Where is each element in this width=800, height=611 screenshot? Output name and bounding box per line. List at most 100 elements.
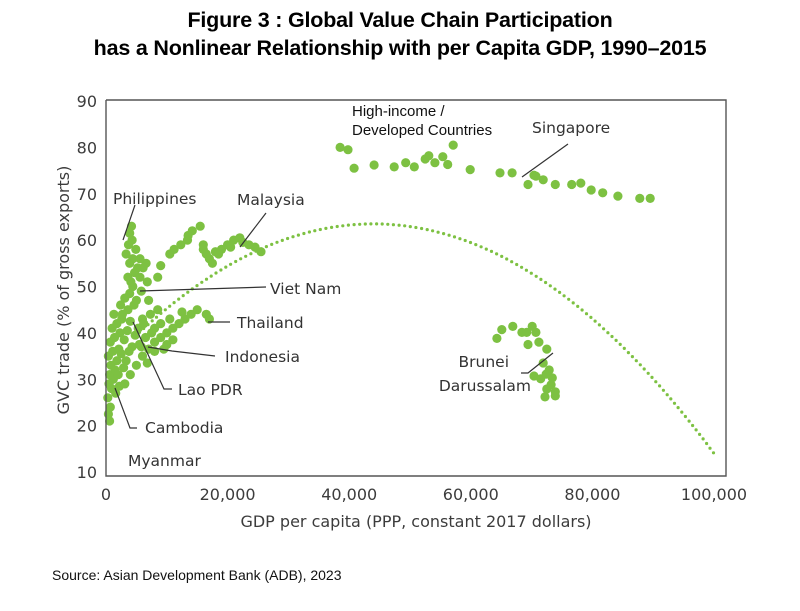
y-tick-label: 30 — [77, 370, 97, 389]
leader-brunei — [521, 352, 554, 374]
trend-dot — [224, 265, 228, 269]
data-point — [127, 235, 137, 245]
data-point — [531, 171, 541, 181]
leader-philippines — [122, 204, 136, 241]
trend-dot — [313, 229, 317, 233]
trend-dot — [500, 254, 504, 258]
data-point — [145, 309, 155, 319]
trend-dot — [452, 235, 457, 239]
data-point — [119, 363, 129, 373]
x-tick-label: 0 — [101, 485, 111, 504]
figure-title-line1: Figure 3 : Global Value Chain Participat… — [187, 8, 613, 32]
trend-dot — [505, 257, 509, 261]
label-brunei: Brunei — [459, 353, 510, 371]
trend-dot — [200, 280, 204, 284]
trend-dot — [642, 367, 646, 371]
trend-dot — [484, 247, 488, 251]
leader-lao — [132, 321, 172, 390]
trend-dot — [442, 232, 446, 236]
data-point — [534, 337, 544, 347]
trend-dot — [397, 223, 401, 227]
trend-dot — [318, 227, 322, 232]
y-axis-label: GVC trade (% of gross exports) — [54, 166, 73, 415]
data-point — [125, 228, 135, 238]
label-malaysia: Malaysia — [237, 191, 305, 209]
trend-dot — [244, 254, 248, 258]
data-point — [153, 272, 163, 282]
trend-dot — [391, 223, 395, 227]
trend-dot — [711, 451, 716, 455]
trend-dot — [534, 274, 538, 278]
label-indonesia: Indonesia — [225, 348, 300, 366]
data-point — [586, 185, 596, 195]
y-tick-label: 80 — [77, 138, 97, 157]
trend-dot — [606, 331, 610, 335]
data-point — [183, 230, 193, 241]
trend-dot — [146, 323, 150, 327]
data-point — [430, 158, 440, 168]
data-point — [635, 193, 645, 203]
data-point — [645, 193, 655, 203]
trend-dot — [214, 271, 218, 275]
trend-dot — [658, 384, 662, 388]
trend-dot — [602, 327, 606, 331]
data-point — [144, 295, 154, 305]
trend-dot — [580, 308, 584, 312]
trend-dot — [142, 326, 146, 331]
trend-dot — [150, 319, 154, 323]
data-point — [119, 335, 129, 345]
trend-dot — [584, 312, 589, 316]
data-point — [523, 179, 533, 190]
data-point — [156, 261, 166, 271]
trend-dot — [654, 380, 658, 384]
trend-dot — [669, 397, 673, 401]
leader-singapore — [521, 143, 569, 178]
data-point — [424, 151, 434, 161]
data-point — [409, 162, 419, 172]
trend-dot — [479, 245, 483, 249]
data-point — [139, 319, 149, 329]
data-point — [116, 349, 126, 359]
label-high-income-2: Developed Countries — [352, 122, 492, 139]
trend-dot — [324, 226, 328, 230]
data-point — [112, 356, 122, 366]
trend-curve — [137, 222, 716, 455]
trend-dot — [544, 280, 548, 285]
x-tick-label: 40,000 — [321, 485, 377, 504]
data-point — [142, 277, 152, 287]
data-point — [120, 379, 130, 389]
data-point — [531, 327, 541, 337]
data-point — [497, 325, 507, 335]
trend-dot — [705, 441, 709, 446]
data-point — [105, 402, 115, 412]
data-point — [349, 163, 359, 173]
trend-dot — [275, 240, 279, 244]
data-point — [343, 145, 353, 155]
data-point — [125, 370, 135, 380]
data-point — [613, 191, 623, 201]
trend-dot — [163, 308, 167, 312]
leader-vietnam — [139, 286, 267, 292]
trend-dot — [558, 290, 562, 294]
data-point — [401, 158, 411, 168]
figure-title-line2: has a Nonlinear Relationship with per Ca… — [93, 36, 707, 60]
trend-dot — [694, 428, 698, 432]
data-point — [131, 360, 141, 370]
y-tick-label: 60 — [77, 231, 97, 250]
trend-dot — [264, 245, 268, 249]
data-point — [122, 326, 132, 336]
trend-dot — [408, 225, 412, 229]
data-point — [127, 342, 137, 352]
x-axis-ticks: 0 20,000 40,000 60,000 80,000 100,000 — [101, 485, 747, 504]
label-myanmar: Myanmar — [128, 452, 201, 470]
trend-dot — [687, 419, 691, 423]
data-point — [547, 373, 557, 383]
trend-dot — [646, 371, 650, 375]
data-point — [204, 314, 214, 324]
trend-dot — [414, 225, 418, 230]
data-point — [550, 391, 560, 401]
trend-dot — [270, 242, 274, 246]
trend-dot — [520, 265, 524, 269]
plot-border — [105, 99, 727, 477]
